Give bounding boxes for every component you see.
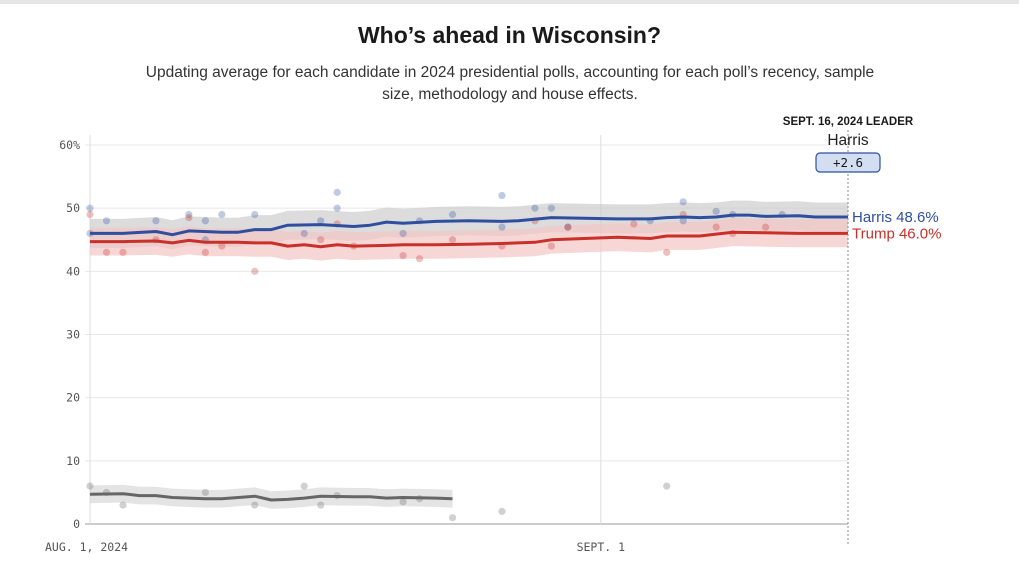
harris-poll-dot — [547, 204, 555, 212]
other-poll-dot — [498, 507, 506, 515]
y-tick-label: 10 — [66, 454, 80, 468]
trump-poll-dot — [564, 223, 572, 231]
poll-dots — [86, 188, 786, 522]
other-average-line — [89, 492, 453, 502]
top-border — [0, 0, 1019, 4]
harris-poll-dot — [218, 210, 226, 219]
harris-poll-dot — [498, 191, 506, 200]
harris-poll-dot — [679, 198, 687, 206]
harris-poll-dot — [679, 217, 687, 225]
trump-poll-dot — [762, 223, 770, 231]
trump-poll-dot — [415, 255, 424, 263]
trump-poll-dot — [119, 248, 127, 256]
average-lines — [89, 213, 848, 502]
y-tick-label: 60% — [59, 138, 80, 152]
leader-margin: +2.6 — [833, 155, 863, 170]
x-tick-label: AUG. 1, 2024 — [45, 540, 128, 554]
other-poll-dot — [251, 501, 259, 509]
harris-poll-dot — [185, 210, 193, 219]
trump-poll-dot — [185, 214, 193, 222]
other-poll-dot — [399, 498, 407, 506]
trump-poll-dot — [86, 210, 94, 219]
trump-poll-dot — [102, 248, 111, 256]
harris-poll-dot — [251, 210, 259, 219]
trump-poll-dot — [712, 223, 720, 231]
trump-poll-dot — [317, 236, 325, 244]
harris-poll-dot — [333, 204, 341, 212]
end-labels: Harris 48.6%Trump 46.0% — [852, 209, 941, 242]
trump-poll-dot — [218, 242, 226, 250]
y-tick-label: 30 — [66, 328, 80, 342]
y-tick-label: 50 — [66, 201, 80, 215]
harris-poll-dot — [102, 217, 111, 225]
leader-name: Harris — [827, 132, 869, 149]
trump-poll-dot — [399, 251, 407, 260]
harris-poll-dot — [448, 210, 457, 219]
other-poll-dot — [300, 482, 308, 490]
chart-subtitle: Updating average for each candidate in 2… — [145, 64, 875, 103]
trump-band — [90, 218, 848, 261]
y-gridlines — [85, 135, 848, 525]
trump-poll-dot — [201, 248, 209, 256]
y-tick-label: 20 — [66, 391, 80, 405]
axes: 0 10 20 30 40 50 60% AUG. 1, 2024 SEPT. 1 — [45, 130, 849, 554]
harris-poll-dot — [152, 217, 160, 225]
trump-poll-dot — [547, 242, 555, 250]
x-tick-label: SEPT. 1 — [577, 540, 626, 554]
other-poll-dot — [201, 488, 209, 497]
other-poll-dot — [317, 501, 325, 509]
harris-poll-dot — [201, 217, 209, 225]
other-poll-dot — [119, 501, 127, 509]
trump-average-line — [90, 230, 848, 249]
harris-poll-dot — [317, 217, 325, 225]
harris-poll-dot — [531, 204, 539, 212]
chart-title: Who’s ahead in Wisconsin? — [357, 22, 662, 48]
leader-margin-badge — [815, 152, 881, 173]
harris-poll-dot — [564, 223, 572, 231]
trump-poll-dot — [251, 267, 259, 275]
harris-poll-dot — [86, 204, 94, 212]
y-tick-label: 40 — [66, 264, 80, 278]
trump-end-label: Trump 46.0% — [852, 225, 941, 242]
leader-heading: SEPT. 16, 2024 LEADER — [783, 116, 914, 128]
harris-end-label: Harris 48.6% — [852, 209, 939, 226]
harris-average-line — [90, 213, 848, 237]
trump-poll-dot — [448, 236, 457, 244]
leader-box: SEPT. 16, 2024 LEADER Harris +2.6 — [783, 116, 914, 173]
harris-poll-dot — [333, 188, 341, 196]
confidence-bands — [90, 200, 848, 509]
harris-poll-dot — [300, 229, 308, 238]
other-poll-dot — [663, 482, 671, 490]
other-poll-dot — [448, 514, 457, 522]
trump-poll-dot — [663, 248, 671, 256]
other-poll-dot — [86, 482, 94, 490]
harris-poll-dot — [712, 207, 720, 215]
y-tick-label: 0 — [73, 517, 80, 531]
other-band — [90, 484, 453, 509]
harris-poll-dot — [399, 229, 407, 238]
trump-poll-dot — [630, 220, 638, 228]
harris-poll-dot — [498, 223, 506, 231]
